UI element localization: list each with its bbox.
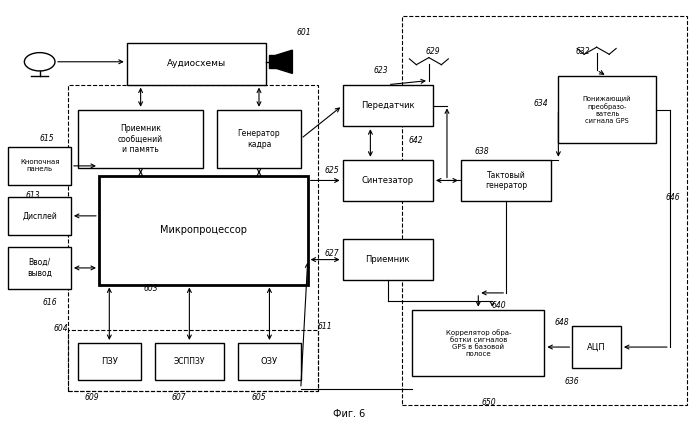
Text: 650: 650 xyxy=(482,397,496,407)
Text: 636: 636 xyxy=(565,377,579,386)
Text: 642: 642 xyxy=(408,136,423,145)
FancyBboxPatch shape xyxy=(343,239,433,280)
Text: 603: 603 xyxy=(144,284,159,293)
Text: 640: 640 xyxy=(492,301,507,310)
Text: 648: 648 xyxy=(554,317,569,327)
FancyBboxPatch shape xyxy=(8,247,71,289)
Text: Приемник: Приемник xyxy=(366,255,410,264)
Text: Синтезатор: Синтезатор xyxy=(361,176,414,185)
FancyBboxPatch shape xyxy=(8,147,71,185)
Text: 646: 646 xyxy=(666,193,681,202)
FancyBboxPatch shape xyxy=(78,343,140,380)
Text: 634: 634 xyxy=(533,99,548,108)
Polygon shape xyxy=(276,50,292,73)
FancyBboxPatch shape xyxy=(127,43,266,85)
Text: 623: 623 xyxy=(373,66,388,75)
Text: 638: 638 xyxy=(475,147,489,156)
Text: Кнопочная
панель: Кнопочная панель xyxy=(20,160,59,172)
Text: 627: 627 xyxy=(325,249,340,258)
Text: Тактовый
генератор: Тактовый генератор xyxy=(485,171,527,190)
Text: Дисплей: Дисплей xyxy=(22,211,57,220)
FancyBboxPatch shape xyxy=(412,309,545,376)
Text: 604: 604 xyxy=(53,324,68,333)
Text: 625: 625 xyxy=(325,165,340,175)
Text: АЦП: АЦП xyxy=(587,343,606,352)
Text: Микропроцессор: Микропроцессор xyxy=(160,225,247,235)
Text: 615: 615 xyxy=(39,134,54,143)
FancyBboxPatch shape xyxy=(154,343,224,380)
FancyBboxPatch shape xyxy=(559,76,656,143)
Text: Фиг. 6: Фиг. 6 xyxy=(333,409,366,419)
Text: 613: 613 xyxy=(25,191,40,200)
FancyBboxPatch shape xyxy=(343,160,433,201)
Text: Ввод/
вывод: Ввод/ вывод xyxy=(27,258,52,277)
Text: ЭСППЗУ: ЭСППЗУ xyxy=(173,357,205,366)
FancyBboxPatch shape xyxy=(572,326,621,368)
Text: 632: 632 xyxy=(575,47,590,56)
FancyBboxPatch shape xyxy=(99,176,308,285)
FancyBboxPatch shape xyxy=(238,343,301,380)
Text: Аудиосхемы: Аудиосхемы xyxy=(167,59,226,68)
FancyBboxPatch shape xyxy=(8,197,71,234)
Text: ПЗУ: ПЗУ xyxy=(101,357,117,366)
FancyBboxPatch shape xyxy=(461,160,552,201)
FancyBboxPatch shape xyxy=(269,55,276,69)
Text: 609: 609 xyxy=(85,392,99,402)
Text: Приемник
сообщений
и память: Приемник сообщений и память xyxy=(118,124,163,154)
FancyBboxPatch shape xyxy=(343,85,433,126)
Text: 611: 611 xyxy=(318,322,333,331)
Text: 607: 607 xyxy=(172,392,186,402)
Text: Понижающий
преобразо-
ватель
сигнала GPS: Понижающий преобразо- ватель сигнала GPS xyxy=(583,96,631,124)
Text: 616: 616 xyxy=(43,298,57,306)
Text: Генератор
кадра: Генератор кадра xyxy=(238,129,280,149)
Text: Передатчик: Передатчик xyxy=(361,101,415,110)
Text: 605: 605 xyxy=(252,392,266,402)
Text: ОЗУ: ОЗУ xyxy=(261,357,278,366)
Text: 629: 629 xyxy=(426,47,440,56)
Text: 601: 601 xyxy=(297,28,312,37)
FancyBboxPatch shape xyxy=(217,109,301,168)
Text: Коррелятор обра-
ботки сигналов
GPS в базовой
полосе: Коррелятор обра- ботки сигналов GPS в ба… xyxy=(445,329,511,357)
FancyBboxPatch shape xyxy=(78,109,203,168)
